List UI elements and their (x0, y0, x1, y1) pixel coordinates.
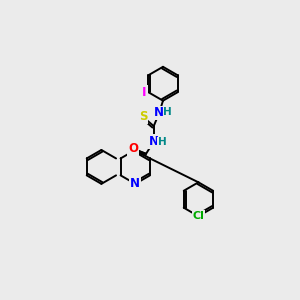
Text: N: N (130, 177, 140, 190)
Text: H: H (163, 107, 172, 117)
Text: N: N (154, 106, 164, 119)
Text: Cl: Cl (193, 211, 204, 221)
Text: S: S (139, 110, 147, 123)
Text: N: N (149, 135, 159, 148)
Text: O: O (128, 142, 138, 155)
Text: H: H (158, 137, 167, 147)
Text: I: I (142, 86, 147, 99)
